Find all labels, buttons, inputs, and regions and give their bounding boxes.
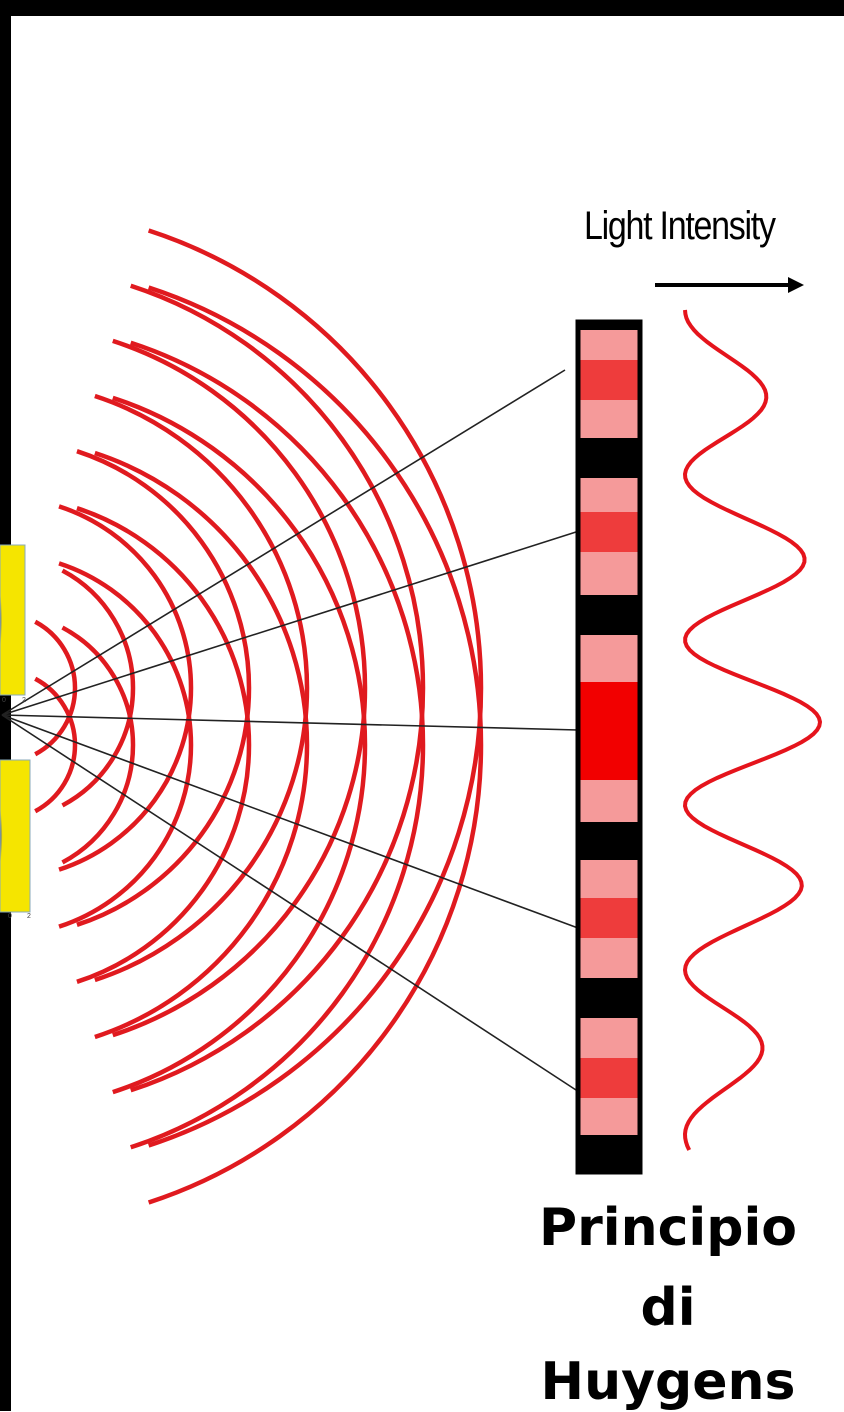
screen-band xyxy=(578,478,640,512)
wave-front xyxy=(131,286,423,1091)
wave-front xyxy=(149,288,481,1203)
screen-band xyxy=(578,552,640,595)
screen-band xyxy=(578,360,640,400)
caption: di xyxy=(530,1278,806,1338)
top-bar xyxy=(0,0,844,16)
screen-band xyxy=(578,822,640,860)
tick-label: 2 xyxy=(27,913,31,920)
caption: Principio xyxy=(530,1198,806,1258)
screen-band xyxy=(578,400,640,438)
tick-label: 2 xyxy=(22,697,26,704)
screen-band xyxy=(578,1135,640,1172)
screen-band xyxy=(578,780,640,822)
diagram: Light Intensity Principio di Huygens 0 2… xyxy=(0,0,844,1411)
left-bar xyxy=(0,0,11,1411)
screen-band xyxy=(578,330,640,360)
arrow-head xyxy=(788,277,804,293)
wave-front xyxy=(113,398,365,1092)
wave-front xyxy=(59,506,191,869)
screen-band xyxy=(578,938,640,978)
screen-band xyxy=(578,438,640,478)
screen-band xyxy=(578,860,640,898)
screen-band xyxy=(578,512,640,552)
screen-band xyxy=(578,898,640,938)
screen-band xyxy=(578,1058,640,1098)
screen-band xyxy=(578,682,640,780)
tick-label: 0 xyxy=(8,913,12,920)
screen xyxy=(578,322,640,1172)
wave-front xyxy=(113,341,365,1035)
thumbnail xyxy=(0,545,25,695)
header-label: Light Intensity xyxy=(584,204,775,249)
screen-band xyxy=(578,978,640,1018)
caption: Huygens xyxy=(530,1352,806,1412)
wave-front xyxy=(131,343,423,1148)
screen-band xyxy=(578,635,640,682)
rays xyxy=(2,370,578,1090)
intensity-curve xyxy=(685,310,820,1150)
screen-band xyxy=(578,1018,640,1058)
wave-front xyxy=(59,563,191,926)
thumbnail xyxy=(0,760,30,912)
screen-band xyxy=(578,595,640,635)
wave-front xyxy=(149,231,481,1146)
screen-band xyxy=(578,1098,640,1135)
tick-label: 0 xyxy=(2,697,6,704)
wave-fronts xyxy=(35,231,481,1203)
